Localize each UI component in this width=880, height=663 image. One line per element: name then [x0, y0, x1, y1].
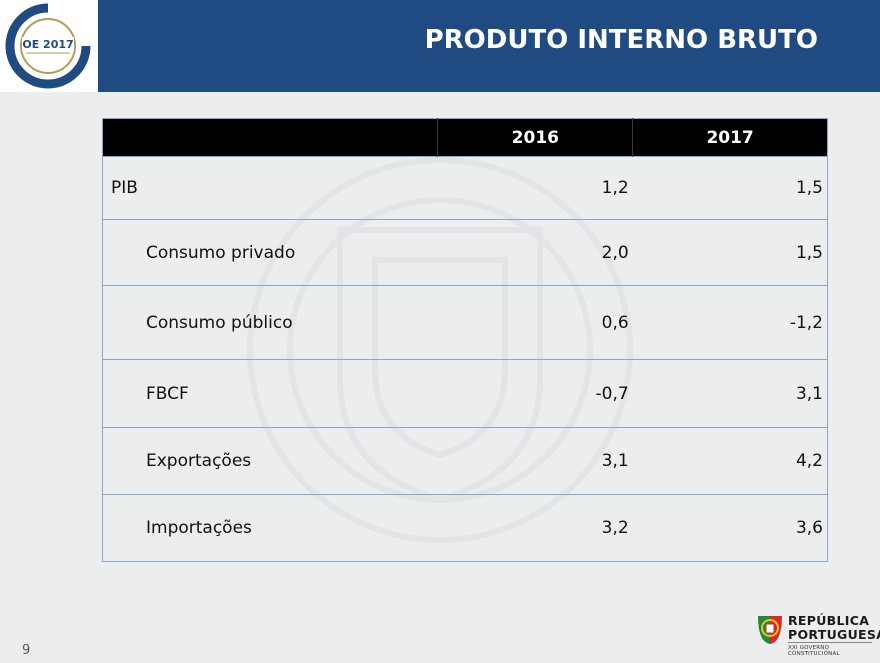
- row-value-2016: 3,1: [601, 451, 629, 471]
- table-row: Consumo público 0,6 -1,2: [102, 285, 828, 360]
- row-value-2016: 2,0: [601, 242, 629, 263]
- table-row: Exportações 3,1 4,2: [102, 427, 828, 495]
- page-number: 9: [22, 643, 31, 658]
- table-header-row: 2016 2017: [102, 118, 828, 157]
- table-row: Importações 3,2 3,6: [102, 494, 828, 562]
- slide-title: PRODUTO INTERNO BRUTO: [424, 25, 818, 55]
- row-value-2017: 1,5: [795, 178, 823, 198]
- portuguese-emblem-icon: [758, 616, 782, 644]
- table-header-2016: 2016: [437, 118, 633, 157]
- row-value-2017: -1,2: [789, 312, 823, 333]
- row-value-2017: 1,5: [795, 242, 823, 263]
- row-value-2017: 3,6: [795, 518, 823, 538]
- logo-box: OE 2017: [0, 0, 98, 92]
- coat-of-arms-watermark-icon: [247, 157, 633, 543]
- row-label: PIB: [111, 178, 138, 198]
- row-value-2017: 4,2: [795, 451, 823, 471]
- logo-badge-text: OE 2017: [22, 38, 73, 51]
- row-value-2016: 1,2: [601, 178, 629, 198]
- table-header-2017: 2017: [632, 118, 828, 157]
- oe-2017-logo-icon: OE 2017: [5, 3, 91, 89]
- republica-portuguesa-brand: REPÚBLICA PORTUGUESA XXI GOVERNO CONSTIT…: [756, 612, 880, 657]
- slide-header: OE 2017 PRODUTO INTERNO BRUTO: [0, 0, 880, 92]
- table-header-label: [103, 119, 438, 157]
- row-value-2017: 3,1: [795, 383, 823, 404]
- row-label: Consumo privado: [146, 242, 296, 263]
- row-label: Exportações: [146, 451, 252, 471]
- brand-divider: [788, 642, 872, 643]
- brand-line2: PORTUGUESA: [788, 627, 880, 642]
- row-value-2016: 3,2: [601, 518, 629, 538]
- row-label: Consumo público: [146, 312, 293, 333]
- brand-line1: REPÚBLICA: [788, 613, 870, 628]
- brand-subtitle: XXI GOVERNO CONSTITUCIONAL: [788, 645, 840, 657]
- row-value-2016: -0,7: [595, 383, 629, 404]
- row-label: FBCF: [146, 383, 189, 404]
- table-row: PIB 1,2 1,5: [102, 156, 828, 220]
- table-row: Consumo privado 2,0 1,5: [102, 219, 828, 286]
- row-label: Importações: [146, 518, 252, 538]
- gdp-table: 2016 2017 PIB 1,2 1,5 Consumo privado 2,…: [102, 118, 828, 562]
- table-row: FBCF -0,7 3,1: [102, 359, 828, 428]
- row-value-2016: 0,6: [601, 312, 629, 333]
